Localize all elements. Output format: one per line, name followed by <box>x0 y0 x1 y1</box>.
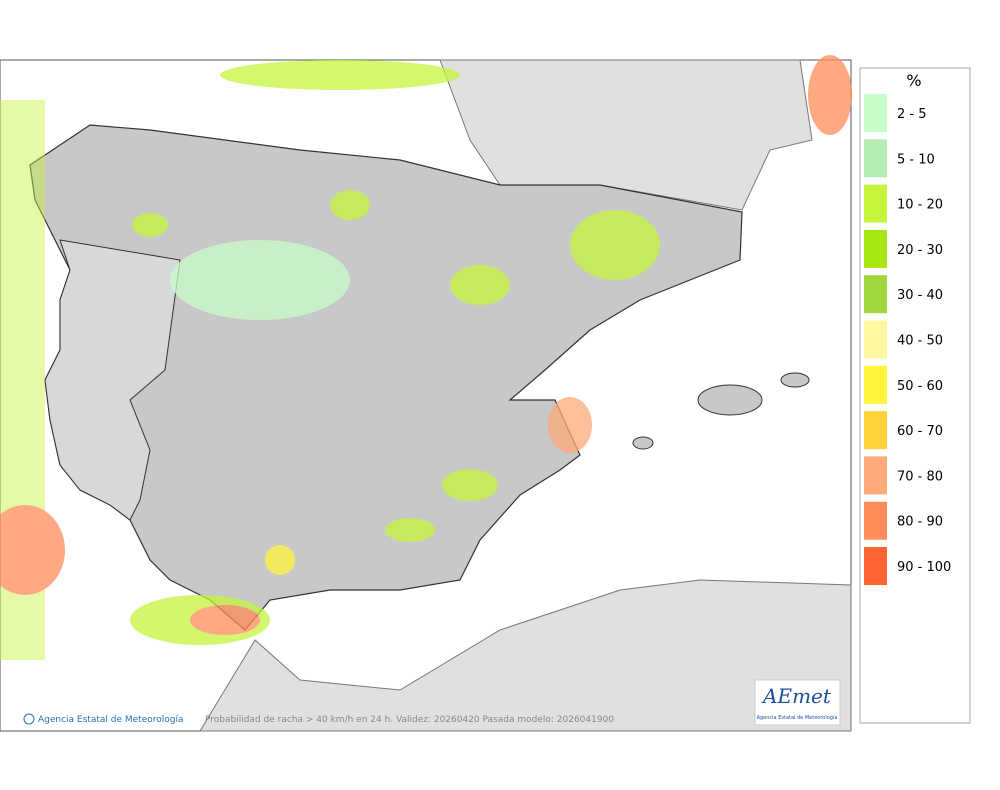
legend-title: % <box>906 71 921 90</box>
area <box>570 210 660 280</box>
legend-label: 20 - 30 <box>897 243 943 258</box>
legend-swatch <box>864 320 887 359</box>
area <box>220 60 460 90</box>
area <box>132 213 168 237</box>
map: Agencia Estatal de Meteorología Probabil… <box>0 55 852 732</box>
legend-swatch <box>864 275 887 314</box>
probability-areas <box>0 55 852 660</box>
area <box>0 505 65 595</box>
legend-label: 50 - 60 <box>897 379 943 394</box>
legend-label: 40 - 50 <box>897 334 943 349</box>
logo: AEmet <box>761 684 832 708</box>
legend-swatch <box>864 411 887 450</box>
legend: % 2 - 5 5 - 10 10 - 20 20 - 30 30 - 40 40 - 5… <box>859 67 971 724</box>
legend-swatch <box>864 229 887 268</box>
area <box>330 190 370 220</box>
legend-swatch <box>864 547 887 585</box>
legend-swatch <box>864 365 887 404</box>
africa <box>199 579 852 732</box>
area <box>190 605 260 635</box>
legend-label: 30 - 40 <box>897 288 943 303</box>
legend-label: 2 - 5 <box>897 107 927 122</box>
legend-label: 90 - 100 <box>897 560 951 575</box>
legend-label: 10 - 20 <box>897 198 943 213</box>
logo-subtitle: Agencia Estatal de Meteorología <box>757 714 838 721</box>
area <box>548 397 592 453</box>
copyright-icon <box>23 713 35 725</box>
legend-swatch <box>864 184 887 223</box>
area <box>265 545 295 575</box>
area <box>170 240 350 320</box>
area <box>808 55 852 135</box>
legend-label: 5 - 10 <box>897 152 935 167</box>
legend-swatch <box>864 456 887 495</box>
mallorca <box>697 384 763 416</box>
logo-box <box>754 679 841 726</box>
copyright: Agencia Estatal de Meteorología <box>38 715 184 725</box>
legend-swatch <box>864 139 887 178</box>
legend-swatch <box>864 501 887 540</box>
legend-label: 60 - 70 <box>897 424 943 439</box>
area <box>385 518 435 542</box>
menorca <box>780 372 810 388</box>
france <box>439 59 813 211</box>
caption: Probabilidad de racha > 40 km/h en 24 h.… <box>205 715 614 725</box>
area <box>442 469 498 501</box>
legend-label: 80 - 90 <box>897 515 943 530</box>
portugal <box>44 239 181 521</box>
area <box>450 265 510 305</box>
legend-swatch <box>864 94 887 132</box>
ibiza <box>632 436 654 450</box>
legend-label: 70 - 80 <box>897 469 943 484</box>
